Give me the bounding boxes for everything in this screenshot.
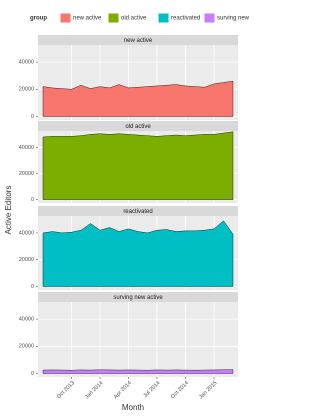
y-axis-label: Active Editors — [4, 186, 13, 235]
area — [42, 220, 234, 287]
y-tick-label: 40000 — [19, 230, 34, 236]
area — [42, 80, 234, 117]
chart: group Month Active Editors new active old… — [4, 12, 250, 412]
legend-key — [59, 12, 72, 24]
strip-label: old active — [125, 124, 151, 130]
area — [42, 369, 234, 374]
x-tick-label: Apr 2014 — [113, 380, 133, 400]
legend-key — [157, 12, 170, 24]
y-tick-label: 0 — [31, 284, 34, 290]
legend-label: surving new active — [217, 16, 250, 22]
legend-key — [203, 12, 216, 24]
x-tick-label: Jan 2015 — [198, 380, 218, 400]
y-tick-label: 0 — [31, 114, 34, 120]
y-tick-label: 0 — [31, 197, 34, 203]
x-tick-label: Jul 2014 — [142, 380, 161, 399]
strip-label: surving new active — [113, 295, 163, 301]
y-tick-label: 40000 — [19, 317, 34, 323]
strip — [38, 292, 238, 302]
legend-label: new active — [73, 16, 102, 22]
y-tick-label: 40000 — [19, 60, 34, 66]
strip — [38, 206, 238, 216]
y-tick-label: 20000 — [19, 87, 34, 93]
y-tick-label: 0 — [31, 371, 34, 377]
y-tick-label: 20000 — [19, 171, 34, 177]
area — [42, 131, 234, 200]
y-tick-label: 20000 — [19, 257, 34, 263]
legend-title: group — [30, 16, 47, 22]
legend-label: old active — [121, 16, 147, 22]
x-tick-label: Oct 2013 — [56, 380, 76, 400]
strip-label: new active — [124, 38, 153, 44]
legend-label: reactivated — [171, 16, 200, 22]
y-tick-label: 40000 — [19, 145, 34, 151]
legend-key — [107, 12, 120, 24]
strip — [38, 121, 238, 131]
x-tick-label: Jan 2014 — [84, 380, 104, 400]
strip — [38, 35, 238, 45]
strip-label: reactivated — [123, 209, 152, 215]
x-tick-label: Oct 2014 — [170, 380, 190, 400]
panel — [38, 302, 238, 377]
x-axis-label: Month — [122, 403, 144, 412]
y-tick-label: 20000 — [19, 344, 34, 350]
